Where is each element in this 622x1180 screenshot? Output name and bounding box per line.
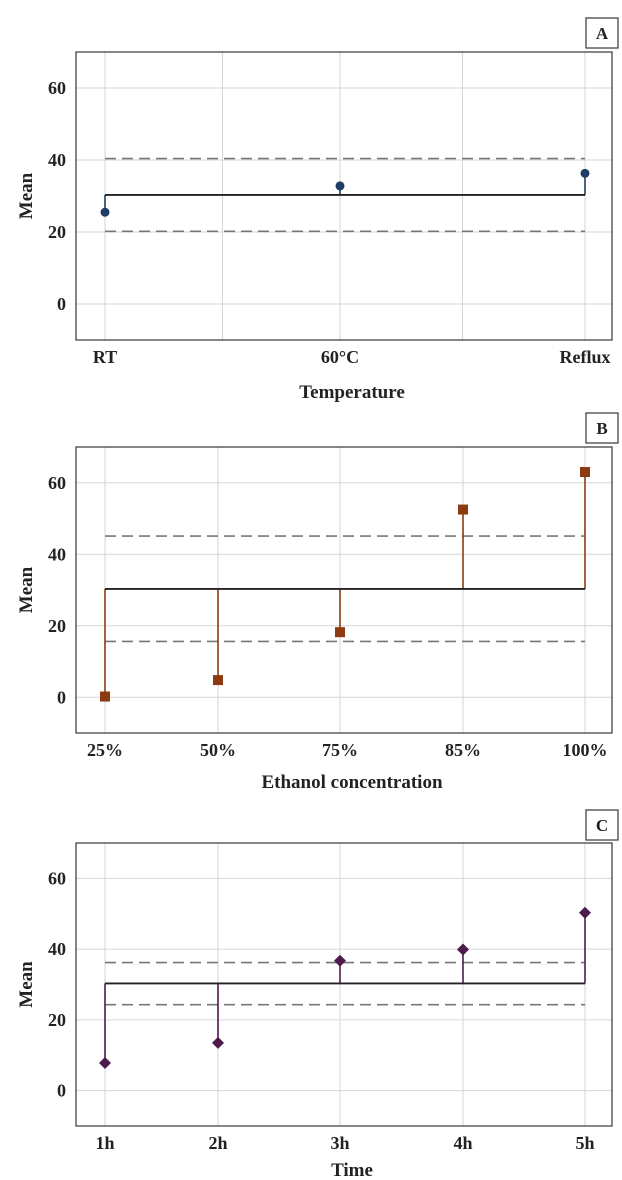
panel-c: 0 20 40 60 1h 2h 3h 4h 5h Time Mean C bbox=[16, 809, 619, 1180]
panel-b: 0 20 40 60 25% 50% 75% 85% 100% Ethanol concentra… bbox=[16, 412, 619, 793]
y-tick-label: 20 bbox=[48, 1010, 66, 1030]
x-tick-label: 60°C bbox=[321, 347, 359, 367]
x-tick-label: 2h bbox=[208, 1133, 227, 1153]
data-point bbox=[580, 467, 590, 478]
data-point bbox=[100, 207, 110, 217]
y-tick-label: 0 bbox=[57, 687, 66, 707]
x-tick-label: Reflux bbox=[560, 347, 611, 367]
x-tick-label: 1h bbox=[95, 1133, 114, 1153]
plot-frame bbox=[75, 51, 613, 341]
y-axis-title: Mean bbox=[16, 566, 37, 613]
x-tick-label: 50% bbox=[200, 740, 236, 760]
y-tick-label: 60 bbox=[48, 473, 66, 493]
data-point bbox=[334, 954, 346, 967]
panel-a: 0 20 40 60 RT 60°C Reflux Temperature Mean A bbox=[16, 17, 619, 403]
panel-label-box bbox=[585, 17, 619, 49]
plot-frame bbox=[75, 446, 613, 734]
x-tick-label: RT bbox=[93, 347, 117, 367]
y-tick-label: 60 bbox=[48, 78, 66, 98]
data-point bbox=[100, 691, 110, 702]
y-tick-label: 0 bbox=[57, 1081, 66, 1101]
plot-frame bbox=[75, 842, 613, 1127]
panel-label: B bbox=[596, 419, 607, 438]
y-tick-label: 40 bbox=[48, 150, 66, 170]
y-tick-label: 40 bbox=[48, 544, 66, 564]
y-tick-label: 20 bbox=[48, 616, 66, 636]
data-point bbox=[213, 675, 223, 686]
panel-label: C bbox=[596, 816, 608, 835]
y-axis-title: Mean bbox=[16, 172, 37, 219]
x-tick-label: 5h bbox=[575, 1133, 594, 1153]
y-tick-label: 0 bbox=[57, 294, 66, 314]
x-tick-label: 25% bbox=[87, 740, 123, 760]
panel-label-box bbox=[585, 412, 619, 444]
x-tick-label: 100% bbox=[563, 740, 608, 760]
y-tick-label: 20 bbox=[48, 222, 66, 242]
x-tick-label: 4h bbox=[453, 1133, 472, 1153]
panel-label: A bbox=[596, 24, 609, 43]
data-point bbox=[458, 504, 468, 515]
x-tick-label: 75% bbox=[322, 740, 358, 760]
data-point bbox=[99, 1057, 111, 1070]
data-point bbox=[457, 943, 469, 956]
data-point bbox=[212, 1036, 224, 1049]
y-axis-title: Mean bbox=[16, 961, 37, 1008]
x-axis-title: Time bbox=[331, 1160, 373, 1180]
y-tick-label: 60 bbox=[48, 868, 66, 888]
data-point bbox=[335, 627, 345, 638]
data-point bbox=[580, 168, 590, 178]
x-axis-title: Temperature bbox=[299, 382, 405, 403]
data-point bbox=[335, 181, 345, 191]
y-tick-label: 40 bbox=[48, 939, 66, 959]
x-tick-label: 85% bbox=[445, 740, 481, 760]
x-axis-title: Ethanol concentration bbox=[261, 772, 442, 793]
panel-label-box bbox=[585, 809, 619, 841]
data-point bbox=[579, 906, 591, 919]
x-tick-label: 3h bbox=[330, 1133, 349, 1153]
